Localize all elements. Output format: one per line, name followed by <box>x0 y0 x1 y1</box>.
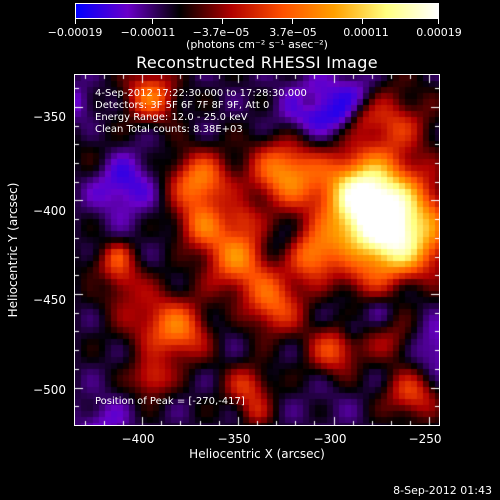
annotation-algorithm: Clean Total counts: 8.38E+03 <box>95 124 243 135</box>
annotation-peak-position: Position of Peak = [-270,-417] <box>95 396 245 407</box>
colorbar-tick-mark <box>221 18 223 24</box>
colorbar-tick-label: −0.00019 <box>47 26 103 39</box>
y-tick-label: −500 <box>33 383 66 397</box>
x-tick-label: −400 <box>121 432 155 446</box>
y-tick-label: −350 <box>33 110 66 124</box>
colorbar-tick-mark <box>362 18 364 24</box>
annotation-detectors: Detectors: 3F 5F 6F 7F 8F 9F, Att 0 <box>95 100 270 111</box>
colorbar-ticks <box>75 18 439 24</box>
colorbar-tick-mark <box>292 18 294 24</box>
footer-date: 8-Sep-2012 01:43 <box>393 484 492 497</box>
chart-title: Reconstructed RHESSI Image <box>136 53 378 72</box>
x-tick-label: −350 <box>217 432 251 446</box>
colorbar-tick-mark <box>75 18 76 24</box>
colorbar-tick-label: 0.00011 <box>343 26 389 39</box>
colorbar-tick-label: −3.7e−05 <box>192 26 250 39</box>
colorbar-unit: (photons cm⁻² s⁻¹ asec⁻²) <box>186 38 328 51</box>
x-axis-label: Heliocentric X (arcsec) <box>189 447 325 461</box>
colorbar-tick-label: −0.00011 <box>120 26 176 39</box>
annotation-energy-range: Energy Range: 12.0 - 25.0 keV <box>95 112 248 123</box>
y-tick-label: −400 <box>33 204 66 218</box>
colorbar-tick-label: 0.00019 <box>416 26 462 39</box>
colorbar-tick-label: 3.7e−05 <box>269 26 317 39</box>
y-axis-label: Heliocentric Y (arcsec) <box>6 182 20 318</box>
annotation-time-range: 4-Sep-2012 17:22:30.000 to 17:28:30.000 <box>95 88 307 99</box>
colorbar-tick-mark <box>151 18 153 24</box>
x-tick-label: −300 <box>313 432 347 446</box>
x-tick-label: −250 <box>408 432 442 446</box>
colorbar-tick-mark <box>438 18 439 24</box>
y-tick-label: −450 <box>33 293 66 307</box>
colorbar-gradient <box>75 3 439 19</box>
